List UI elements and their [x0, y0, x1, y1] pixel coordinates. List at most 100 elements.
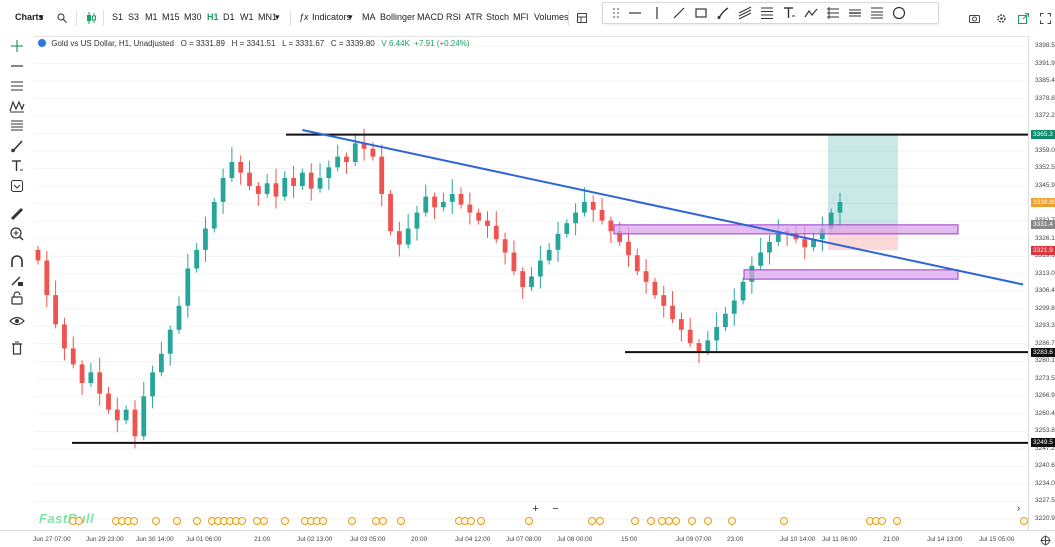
timeframe-s1[interactable]: S1 — [112, 12, 124, 22]
settings-gear-icon[interactable] — [996, 13, 1007, 24]
candle-body — [555, 233, 561, 250]
timeframe-w1[interactable]: W1 — [240, 12, 254, 22]
chevron-down-icon[interactable]: ▾ — [348, 12, 353, 22]
candle-body — [670, 305, 675, 320]
economic-event-icon[interactable] — [238, 517, 246, 525]
external-link-icon[interactable] — [1018, 13, 1029, 24]
pitchfork-tool-icon[interactable] — [825, 5, 841, 21]
time-tick-label: Jul 10 14:00 — [780, 536, 816, 543]
economic-event-icon[interactable] — [75, 517, 83, 525]
timeframe-m30[interactable]: M30 — [184, 12, 202, 22]
price-chart[interactable] — [34, 36, 1028, 530]
pattern-tool-icon[interactable] — [803, 5, 819, 21]
timeframe-d1[interactable]: D1 — [223, 12, 235, 22]
candle-body — [731, 300, 737, 314]
study-ma-button[interactable]: MA — [362, 12, 376, 22]
economic-event-icon[interactable] — [878, 517, 886, 525]
economic-event-icon[interactable] — [477, 517, 485, 525]
economic-event-icon[interactable] — [672, 517, 680, 525]
timeframe-m15[interactable]: M15 — [162, 12, 180, 22]
zoom-in-button[interactable]: + — [532, 503, 539, 515]
rectangle-tool-icon[interactable] — [693, 5, 709, 21]
economic-event-icon[interactable] — [688, 517, 696, 525]
zoom-in-icon[interactable] — [9, 226, 25, 242]
trend-line-tool-icon[interactable] — [671, 5, 687, 21]
fullscreen-icon[interactable] — [1040, 13, 1051, 24]
chevron-down-icon[interactable]: ▾ — [275, 12, 280, 22]
fib-retracement-tool-icon[interactable] — [759, 5, 775, 21]
candle-body — [661, 295, 667, 306]
study-bollinger-button[interactable]: Bollinger — [380, 12, 416, 22]
economic-event-icon[interactable] — [728, 517, 736, 525]
economic-event-icon[interactable] — [596, 517, 604, 525]
economic-event-icon[interactable] — [467, 517, 475, 525]
chevron-down-icon[interactable]: ▾ — [39, 12, 44, 22]
candle-body — [405, 228, 411, 245]
candle-body — [678, 319, 684, 330]
scroll-right-button[interactable]: › — [1016, 503, 1021, 514]
lock-icon[interactable] — [9, 290, 25, 306]
pencil-lock-icon[interactable] — [9, 272, 25, 288]
ruler-icon[interactable] — [9, 206, 25, 222]
search-icon[interactable] — [57, 13, 67, 23]
parallel-channel-icon[interactable] — [9, 78, 25, 94]
camera-icon[interactable] — [969, 13, 980, 24]
crosshair-icon[interactable] — [9, 38, 25, 54]
templates-icon[interactable] — [577, 13, 587, 23]
fib-channel-tool-icon[interactable] — [737, 5, 753, 21]
economic-event-icon[interactable] — [379, 517, 387, 525]
indicators-button[interactable]: Indicators — [312, 12, 352, 22]
horizontal-line-tool-icon[interactable] — [627, 5, 643, 21]
economic-event-icon[interactable] — [130, 517, 138, 525]
economic-event-icon[interactable] — [319, 517, 327, 525]
price-scale[interactable] — [1028, 36, 1055, 530]
economic-event-icon[interactable] — [1020, 517, 1028, 525]
trash-icon[interactable] — [9, 340, 25, 356]
fib-levels-tool-icon[interactable] — [869, 5, 885, 21]
charts-menu-button[interactable]: Charts — [15, 12, 44, 22]
study-stoch-button[interactable]: Stoch — [486, 12, 510, 22]
study-volumes-button[interactable]: Volumes — [534, 12, 569, 22]
economic-event-icon[interactable] — [525, 517, 533, 525]
timeframe-s3[interactable]: S3 — [128, 12, 140, 22]
zigzag-pattern-icon[interactable] — [9, 98, 25, 114]
economic-event-icon[interactable] — [152, 517, 160, 525]
magnet-icon[interactable] — [9, 254, 25, 270]
timeframe-mn1[interactable]: MN1 — [258, 12, 278, 22]
function-icon: ƒx — [299, 12, 309, 22]
economic-event-icon[interactable] — [647, 517, 655, 525]
economic-event-icon[interactable] — [588, 517, 596, 525]
timeframe-h1[interactable]: H1 — [207, 12, 219, 22]
zoom-out-button[interactable]: − — [552, 503, 559, 515]
ellipse-tool-icon[interactable] — [891, 5, 907, 21]
text-tool-icon[interactable] — [781, 5, 797, 21]
horizontal-line-icon[interactable] — [9, 58, 25, 74]
fibonacci-icon[interactable] — [9, 118, 25, 134]
axis-settings-icon[interactable] — [1040, 535, 1051, 546]
study-mfi-button[interactable]: MFI — [513, 12, 529, 22]
study-atr-button[interactable]: ATR — [465, 12, 483, 22]
study-macd-button[interactable]: MACD — [417, 12, 444, 22]
brush-icon[interactable] — [9, 138, 25, 154]
expand-tools-icon[interactable] — [9, 178, 25, 194]
eye-icon[interactable] — [9, 313, 25, 329]
brush-tool-icon[interactable] — [715, 5, 731, 21]
text-icon[interactable] — [9, 158, 25, 174]
economic-event-icon[interactable] — [281, 517, 289, 525]
economic-event-icon[interactable] — [193, 517, 201, 525]
drag-handle-icon[interactable] — [608, 5, 624, 21]
economic-event-icon[interactable] — [780, 517, 788, 525]
economic-event-icon[interactable] — [173, 517, 181, 525]
economic-event-icon[interactable] — [631, 517, 639, 525]
economic-event-icon[interactable] — [704, 517, 712, 525]
economic-event-icon[interactable] — [893, 517, 901, 525]
timeframe-m1[interactable]: M1 — [145, 12, 158, 22]
candlestick-type-icon[interactable] — [86, 12, 96, 24]
vertical-line-tool-icon[interactable] — [649, 5, 665, 21]
economic-event-icon[interactable] — [348, 517, 356, 525]
economic-event-icon[interactable] — [397, 517, 405, 525]
economic-event-icon[interactable] — [260, 517, 268, 525]
study-rsi-button[interactable]: RSI — [446, 12, 462, 22]
gann-tool-icon[interactable] — [847, 5, 863, 21]
time-axis[interactable] — [0, 530, 1055, 547]
